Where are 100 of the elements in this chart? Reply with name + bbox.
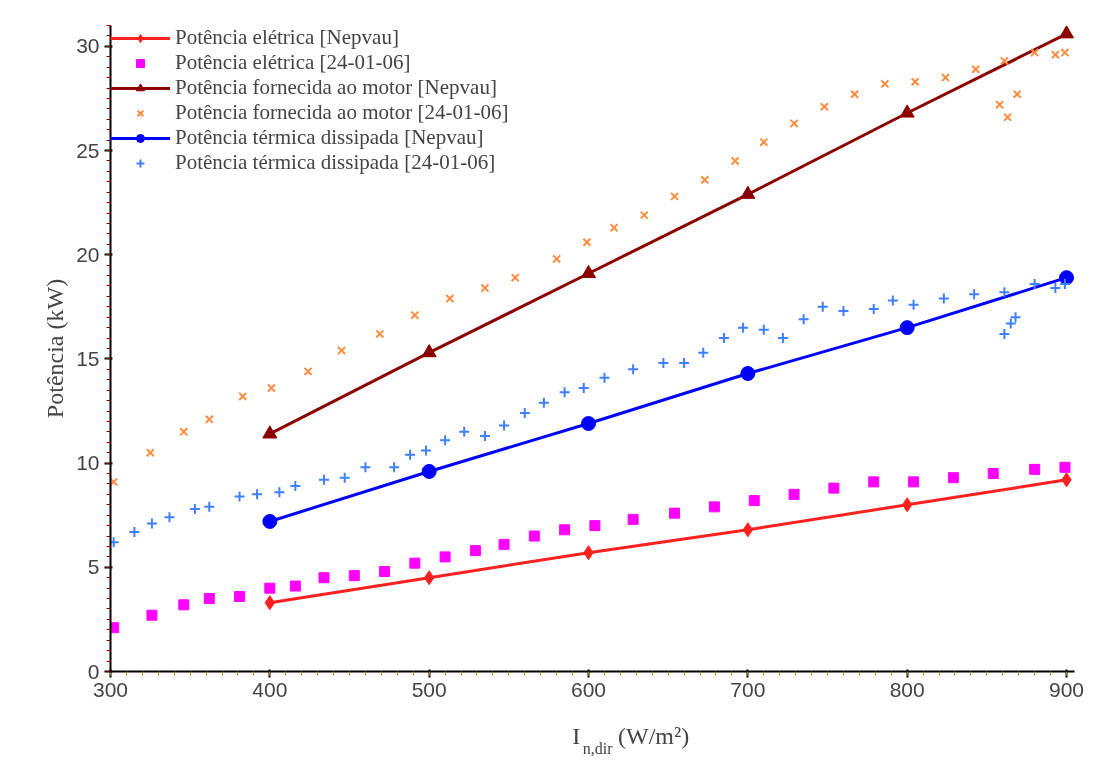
point	[203, 593, 215, 605]
legend-label: Potência fornecida ao motor [24-01-06]	[175, 100, 509, 125]
point	[266, 383, 276, 393]
point	[998, 286, 1011, 299]
point	[609, 223, 619, 233]
point	[145, 517, 158, 530]
point	[289, 580, 301, 592]
point	[788, 488, 800, 500]
legend-label: Potência térmica dissipada [24-01-06]	[175, 150, 496, 175]
point	[234, 590, 246, 602]
point	[552, 254, 562, 264]
point	[937, 292, 950, 305]
x-tick-label: 800	[889, 677, 925, 701]
point	[886, 294, 899, 307]
y-tick-label: 10	[76, 451, 100, 475]
point	[233, 490, 246, 503]
x-tick-label: 700	[730, 677, 766, 701]
point	[581, 416, 597, 432]
point	[748, 495, 760, 507]
point	[789, 118, 799, 128]
y-tick-label: 20	[76, 242, 100, 266]
point	[880, 79, 890, 89]
y-tick-label: 5	[87, 555, 100, 579]
point	[510, 273, 520, 283]
point	[262, 513, 278, 529]
y-tick-label: 0	[87, 659, 100, 683]
point	[318, 572, 330, 584]
point	[1030, 48, 1040, 58]
point	[910, 77, 920, 87]
point	[907, 298, 920, 311]
point	[627, 513, 639, 525]
point	[908, 476, 920, 488]
point	[264, 582, 276, 594]
point	[404, 448, 417, 461]
point	[410, 310, 420, 320]
point	[348, 570, 360, 582]
y-tick-label: 15	[76, 346, 100, 370]
point	[1059, 25, 1075, 39]
point	[537, 396, 550, 409]
point	[850, 89, 860, 99]
point	[439, 434, 452, 447]
point	[940, 73, 950, 83]
point	[899, 320, 915, 336]
point	[145, 448, 155, 458]
point	[178, 599, 190, 611]
point	[1003, 112, 1013, 122]
point	[421, 463, 437, 479]
y-tick-label: 25	[76, 138, 100, 162]
point	[379, 565, 391, 577]
legend-label: Potência elétrica [Nepvau]	[175, 25, 399, 50]
point	[421, 344, 437, 358]
legend-label: Potência elétrica [24-01-06]	[175, 50, 411, 75]
point	[388, 461, 401, 474]
point	[757, 323, 770, 336]
point	[740, 366, 756, 381]
point	[273, 486, 286, 499]
point	[264, 595, 276, 611]
point	[700, 175, 710, 185]
point	[816, 300, 829, 313]
point	[238, 391, 248, 401]
point	[730, 156, 740, 166]
point	[1029, 463, 1041, 475]
point	[971, 64, 981, 74]
point	[737, 321, 750, 334]
point	[670, 191, 680, 201]
point	[987, 468, 999, 480]
point	[797, 313, 810, 326]
point	[639, 210, 649, 220]
y-tick-label: 30	[76, 34, 100, 58]
point	[1059, 461, 1071, 473]
point	[262, 425, 278, 439]
x-tick-label: 600	[571, 677, 607, 701]
point	[742, 522, 754, 538]
point	[598, 371, 611, 384]
point	[899, 104, 915, 118]
point	[819, 102, 829, 112]
x-tick-label: 500	[411, 677, 447, 701]
point	[480, 283, 490, 293]
point	[338, 471, 351, 484]
point	[469, 545, 481, 557]
x-tick-label: 900	[1049, 677, 1085, 701]
point	[1012, 89, 1022, 99]
point	[582, 237, 592, 247]
point	[445, 293, 455, 304]
point	[868, 476, 880, 488]
point	[179, 427, 189, 437]
point	[669, 507, 681, 519]
point	[627, 363, 640, 376]
point	[203, 500, 216, 513]
point	[375, 329, 385, 339]
point	[498, 419, 511, 432]
point	[498, 538, 510, 550]
point	[204, 414, 214, 424]
point	[558, 386, 571, 399]
point	[708, 501, 720, 513]
point	[559, 524, 571, 536]
point	[337, 346, 347, 356]
point	[359, 461, 372, 474]
y-axis-title: Potência (kW)	[42, 278, 69, 419]
point	[409, 557, 421, 569]
